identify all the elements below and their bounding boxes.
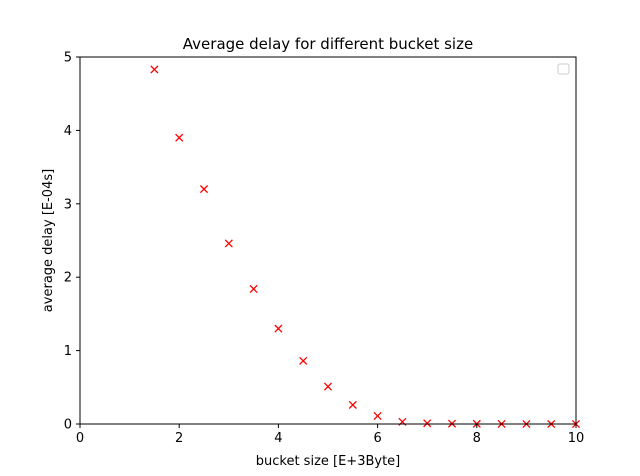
data-point-marker xyxy=(348,400,357,409)
y-axis-label: average delay [E-04s] xyxy=(41,169,56,312)
legend-box[interactable] xyxy=(557,63,570,75)
data-point-marker xyxy=(323,382,333,391)
chart-title: Average delay for different bucket size xyxy=(183,35,473,53)
x-tick-label: 10 xyxy=(568,431,585,446)
data-points xyxy=(150,65,581,429)
data-point-marker xyxy=(175,133,184,142)
y-tick-label: 5 xyxy=(64,51,72,66)
y-tick-label: 2 xyxy=(64,271,72,286)
y-tick-label: 0 xyxy=(64,418,72,433)
plot-frame xyxy=(79,56,577,425)
data-point-marker xyxy=(423,419,432,428)
x-tick-label: 2 xyxy=(175,431,183,446)
x-axis-label: bucket size [E+3Byte] xyxy=(256,454,401,469)
y-tick-label: 1 xyxy=(64,344,72,359)
y-tick-label: 3 xyxy=(64,197,72,212)
x-tick-label: 6 xyxy=(373,431,381,446)
data-point-marker xyxy=(224,239,233,248)
x-tick-label: 4 xyxy=(274,431,282,446)
data-point-marker xyxy=(274,324,283,333)
y-tick-label: 4 xyxy=(64,124,72,139)
data-point-marker xyxy=(249,284,258,294)
data-point-marker xyxy=(150,65,159,74)
x-axis: 0 2 4 6 8 10 xyxy=(76,424,584,446)
data-point-marker xyxy=(373,411,382,420)
plot-area xyxy=(80,57,576,424)
x-tick-label: 0 xyxy=(76,431,84,446)
y-axis: 0 1 2 3 4 5 xyxy=(64,51,80,433)
data-point-marker xyxy=(199,185,209,194)
data-point-marker xyxy=(299,356,308,365)
x-tick-label: 8 xyxy=(473,431,481,446)
